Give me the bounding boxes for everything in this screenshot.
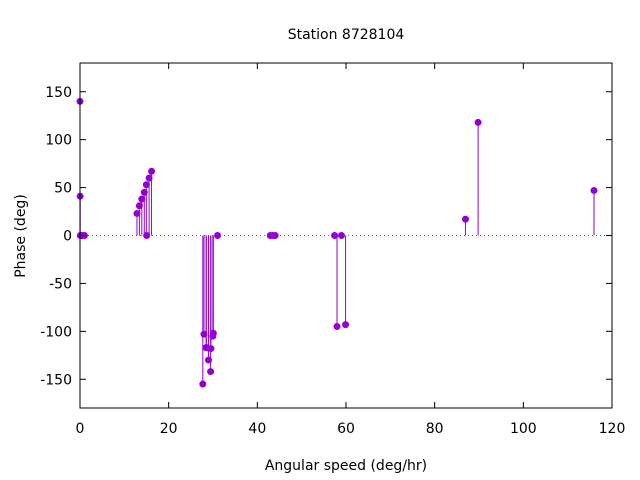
data-point [199,380,207,388]
x-tick-label: 40 [248,421,266,437]
data-point [331,232,339,239]
x-tick-label: 80 [426,421,444,437]
data-point [209,329,217,337]
chart-title: Station 8728104 [288,27,405,43]
x-tick-label: 0 [76,421,85,437]
data-point [342,321,350,329]
data-point [461,215,469,223]
x-tick-label: 60 [337,421,355,437]
series [76,97,598,388]
data-point [135,202,143,210]
axes: 0 20 40 60 80 100 120 -150 -100 -50 0 50 100 150 [40,63,625,437]
data-point [590,186,598,194]
y-tick-label: 100 [45,133,72,149]
data-point [142,181,150,189]
y-tick-label: 50 [54,181,72,197]
data-point [214,232,222,239]
data-point [271,232,279,239]
x-axis-label: Angular speed (deg/hr) [265,458,427,474]
data-point [207,345,215,353]
data-point [133,209,141,217]
y-tick-label: -50 [49,276,72,292]
data-point [143,232,151,239]
x-tick-label: 100 [510,421,537,437]
y-axis-label: Phase (deg) [13,194,29,278]
y-tick-label: 150 [45,85,72,101]
data-point [138,195,146,203]
y-tick-label: -150 [40,372,72,388]
data-point [337,232,345,239]
data-point [207,368,215,376]
x-tick-label: 20 [160,421,178,437]
data-point [145,174,153,182]
x-tick-label: 120 [599,421,626,437]
y-tick-label: -100 [40,324,72,340]
data-point [148,167,156,175]
data-point [333,323,341,331]
data-point [474,118,482,126]
y-tick-label: 0 [63,229,72,245]
